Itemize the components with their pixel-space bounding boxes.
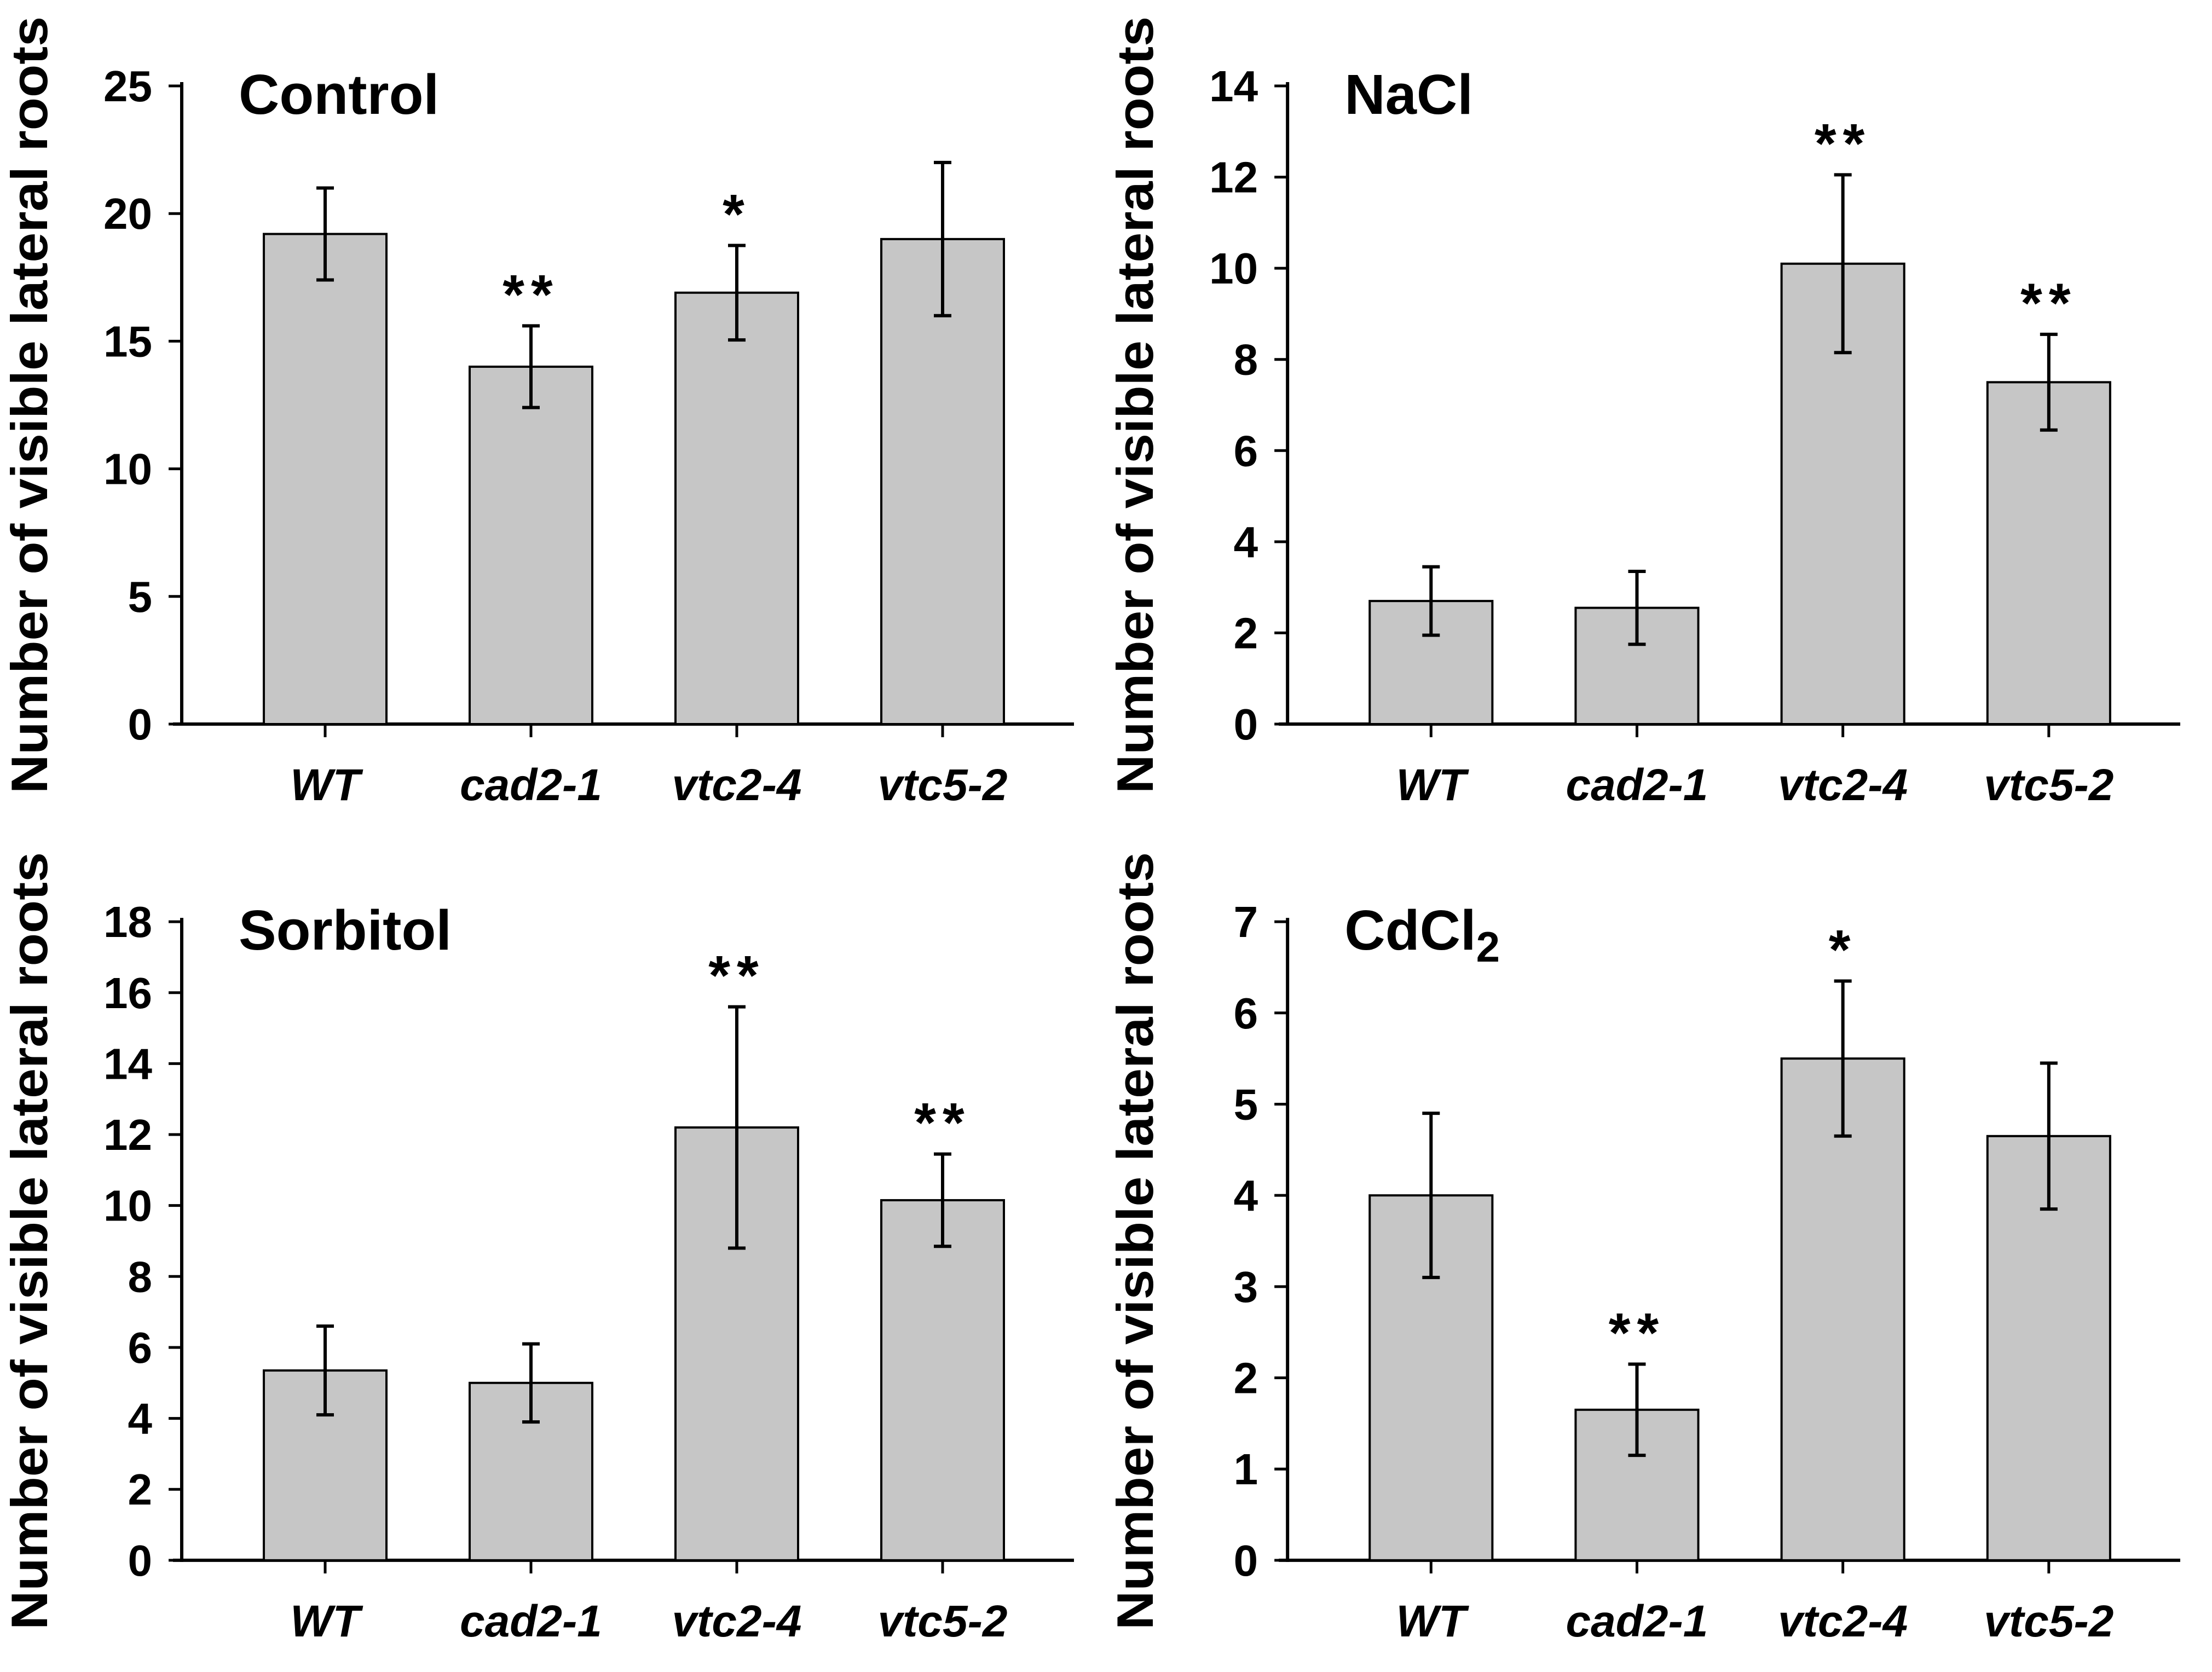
panel-sorbitol: 0 2 4 6 8 10 12 14 16 18 Sorbitol Number of visible…: [0, 836, 1106, 1672]
y-tick-label: 2: [128, 1465, 152, 1514]
y-tick-label: 14: [1209, 62, 1258, 111]
panel-title-text: Sorbitol: [239, 899, 452, 962]
y-tick-label: 10: [1209, 244, 1258, 293]
y-tick-label: 16: [103, 969, 152, 1017]
y-tick-label: 10: [103, 1182, 152, 1230]
y-tick-label: 0: [1234, 700, 1258, 749]
bar-cad2-1: [469, 366, 593, 725]
x-category-label: vtc5-2: [877, 760, 1007, 810]
x-category-label: vtc5-2: [1984, 1596, 2113, 1646]
panel-cdcl2: 0 1 2 3 4 5 6 7 CdCl2 Number of visible lateral r…: [1106, 836, 2212, 1672]
y-tick-label: 6: [1234, 426, 1258, 475]
y-axis-label: Number of visible lateral roots: [1106, 16, 1164, 794]
chart-sorbitol: 0 2 4 6 8 10 12 14 16 18 Sorbitol Number of visible…: [1, 852, 1074, 1646]
x-category-label: WT: [1396, 760, 1469, 810]
bar-vtc2-4: [674, 291, 799, 725]
bar-WT: [263, 233, 388, 725]
y-tick-label: 20: [103, 189, 152, 238]
panel-title-text: CdCl: [1344, 899, 1476, 962]
y-tick-label: 6: [128, 1323, 152, 1372]
y-tick-label: 8: [128, 1252, 152, 1301]
y-tick-label: 4: [1234, 518, 1258, 566]
y-tick-label: 0: [128, 700, 153, 749]
y-tick-label: 12: [1209, 153, 1258, 202]
x-category-label: cad2-1: [1566, 760, 1708, 810]
panel-control: 0 5 10 15 20 25 Control Number of visible later…: [0, 0, 1106, 836]
panel-title: Control: [239, 63, 439, 126]
y-tick-label: 10: [103, 445, 152, 494]
y-tick-label: 5: [128, 572, 153, 621]
significance-marker: *: [723, 183, 751, 246]
y-tick-label: 2: [1234, 1354, 1258, 1403]
y-tick-label: 4: [1234, 1171, 1258, 1220]
x-category-label: vtc2-4: [1778, 1596, 1908, 1646]
significance-marker: **: [2020, 272, 2077, 334]
chart-control: 0 5 10 15 20 25 Control Number of visible later…: [1, 16, 1074, 810]
x-category-label: WT: [1396, 1596, 1469, 1646]
x-category-label: vtc5-2: [877, 1596, 1007, 1646]
y-tick-label: 6: [1234, 989, 1258, 1038]
bar-vtc5-2: [880, 238, 1005, 725]
chart-nacl: 0 2 4 6 8 10 12 14 NaCl Number of visible lateral…: [1106, 16, 2180, 810]
significance-marker: **: [503, 263, 559, 326]
panel-nacl: 0 2 4 6 8 10 12 14 NaCl Number of visible lateral…: [1106, 0, 2212, 836]
y-axis-label: Number of visible lateral roots: [1, 16, 58, 794]
y-tick-label: 14: [103, 1039, 152, 1088]
bar-vtc5-2: [1986, 381, 2111, 725]
y-tick-label: 0: [128, 1536, 152, 1585]
panel-title: Sorbitol: [239, 899, 452, 962]
bar-vtc5-2: [880, 1199, 1005, 1561]
y-tick-label: 8: [1234, 335, 1258, 384]
significance-marker: **: [1609, 1301, 1665, 1364]
x-category-label: cad2-1: [460, 1596, 602, 1646]
y-tick-label: 12: [103, 1110, 152, 1159]
y-tick-label: 3: [1234, 1263, 1258, 1311]
significance-marker: **: [914, 1092, 971, 1154]
significance-marker: **: [1815, 112, 1871, 175]
panel-title-text: Control: [239, 63, 439, 126]
x-category-label: vtc2-4: [672, 760, 801, 810]
y-tick-label: 2: [1234, 609, 1258, 657]
x-category-label: vtc2-4: [672, 1596, 801, 1646]
significance-marker: *: [1829, 918, 1857, 981]
y-tick-label: 7: [1234, 898, 1258, 946]
y-tick-label: 15: [103, 317, 152, 366]
x-category-label: cad2-1: [460, 760, 602, 810]
x-category-label: vtc5-2: [1984, 760, 2113, 810]
x-category-label: WT: [290, 760, 363, 810]
x-category-label: WT: [290, 1596, 363, 1646]
significance-marker: **: [708, 945, 765, 1007]
y-axis-label: Number of visible lateral roots: [1, 852, 58, 1630]
x-category-label: vtc2-4: [1778, 760, 1908, 810]
y-tick-label: 18: [103, 898, 152, 946]
y-tick-label: 4: [128, 1395, 153, 1443]
panel-title: CdCl2: [1344, 899, 1500, 971]
y-axis-label: Number of visible lateral roots: [1106, 852, 1164, 1630]
x-category-label: cad2-1: [1566, 1596, 1708, 1646]
panel-title: NaCl: [1344, 63, 1473, 126]
y-tick-label: 1: [1234, 1445, 1258, 1494]
y-tick-label: 5: [1234, 1080, 1258, 1129]
y-tick-label: 0: [1234, 1536, 1258, 1585]
bar-vtc2-4: [1780, 1057, 1905, 1561]
y-tick-label: 25: [103, 62, 152, 111]
panel-title-subscript: 2: [1476, 923, 1500, 971]
panel-title-text: NaCl: [1344, 63, 1473, 126]
